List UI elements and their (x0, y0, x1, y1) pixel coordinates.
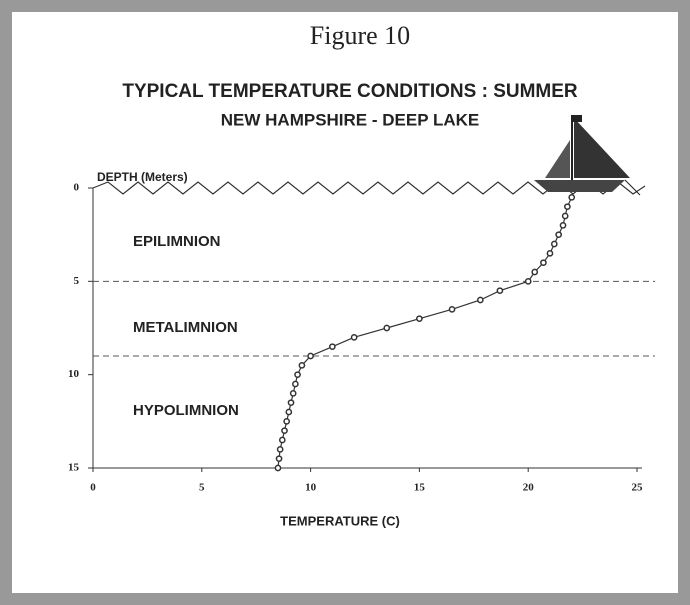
data-point (275, 455, 283, 463)
data-point (383, 324, 391, 332)
data-point (298, 361, 306, 369)
y-tick-label: 10 (68, 368, 80, 380)
data-point (564, 203, 571, 211)
data-point (281, 427, 288, 435)
data-point (276, 445, 284, 453)
data-point (350, 333, 358, 341)
data-point (476, 296, 484, 304)
x-tick-label: 15 (414, 482, 426, 494)
data-point (524, 277, 532, 285)
data-point (496, 287, 504, 295)
layer-label: METALIMNION (133, 319, 238, 336)
data-point (278, 436, 286, 444)
x-tick-label: 25 (632, 482, 644, 494)
data-point (294, 371, 301, 379)
data-point (289, 389, 297, 397)
layer-label: HYPOLIMNION (133, 402, 239, 419)
sailboat (534, 115, 641, 196)
y-axis-label: DEPTH (Meters) (97, 170, 188, 184)
data-point (292, 380, 299, 388)
data-point (287, 399, 295, 407)
data-point (540, 259, 547, 267)
data-point (568, 193, 576, 201)
y-tick-label: 15 (68, 462, 80, 474)
data-point (329, 343, 336, 351)
data-point (531, 268, 539, 276)
data-point (561, 212, 569, 220)
data-point (448, 305, 456, 313)
data-point (555, 231, 563, 239)
data-point (283, 417, 291, 425)
chart-title: TYPICAL TEMPERATURE CONDITIONS : SUMMER (122, 81, 578, 102)
y-tick-label: 5 (74, 275, 80, 287)
chart-subtitle: NEW HAMPSHIRE - DEEP LAKE (221, 110, 480, 129)
x-axis-label: TEMPERATURE (C) (280, 513, 400, 528)
x-tick-label: 5 (199, 482, 205, 494)
data-point (285, 408, 293, 416)
x-tick-label: 20 (523, 482, 535, 494)
y-tick-label: 0 (74, 182, 80, 194)
data-point (416, 315, 423, 323)
x-tick-label: 0 (90, 482, 96, 494)
data-point (559, 221, 567, 229)
layer-label: EPILIMNION (133, 233, 221, 250)
figure-label: Figure 10 (310, 21, 410, 50)
x-tick-label: 10 (305, 482, 317, 494)
data-point (550, 240, 558, 248)
data-point (546, 249, 554, 257)
data-point (307, 352, 314, 360)
data-point (274, 464, 282, 472)
